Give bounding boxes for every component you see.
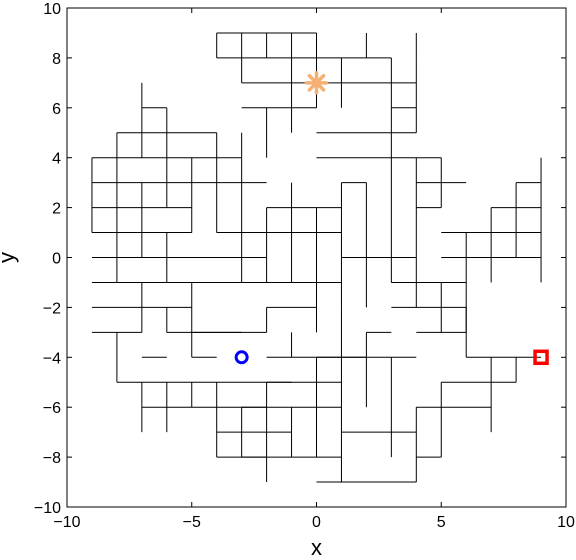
asterisk-stroke <box>307 74 326 92</box>
axis-ticks <box>66 7 567 508</box>
x-tick-label: −5 <box>183 514 201 531</box>
y-tick-label: −8 <box>43 450 61 467</box>
circle-marker <box>234 350 249 365</box>
y-tick-label: 10 <box>43 1 61 18</box>
y-tick-label: 8 <box>52 51 61 68</box>
y-axis-label: y <box>0 252 19 263</box>
x-tick-labels: −10 −5 0 5 10 <box>53 514 575 531</box>
markers-layer <box>234 71 549 366</box>
y-tick-label: −6 <box>43 400 61 417</box>
x-axis-label: x <box>311 535 322 560</box>
y-tick-label: 2 <box>52 201 61 218</box>
y-tick-label: 0 <box>52 251 61 268</box>
y-tick-label: −4 <box>43 350 61 367</box>
x-tick-label: 10 <box>557 514 575 531</box>
square-marker <box>533 349 549 366</box>
x-tick-label: 5 <box>437 514 446 531</box>
start-asterisk-marker <box>304 71 329 95</box>
y-tick-label: −10 <box>34 500 61 517</box>
walk-segments <box>91 32 542 483</box>
y-tick-labels: −10 −8 −6 −4 −2 0 2 4 6 8 10 <box>34 1 61 517</box>
x-tick-label: 0 <box>312 514 321 531</box>
x-tick-label: −10 <box>53 514 80 531</box>
y-tick-label: 4 <box>52 151 61 168</box>
y-tick-label: 6 <box>52 101 61 118</box>
y-tick-label: −2 <box>43 300 61 317</box>
